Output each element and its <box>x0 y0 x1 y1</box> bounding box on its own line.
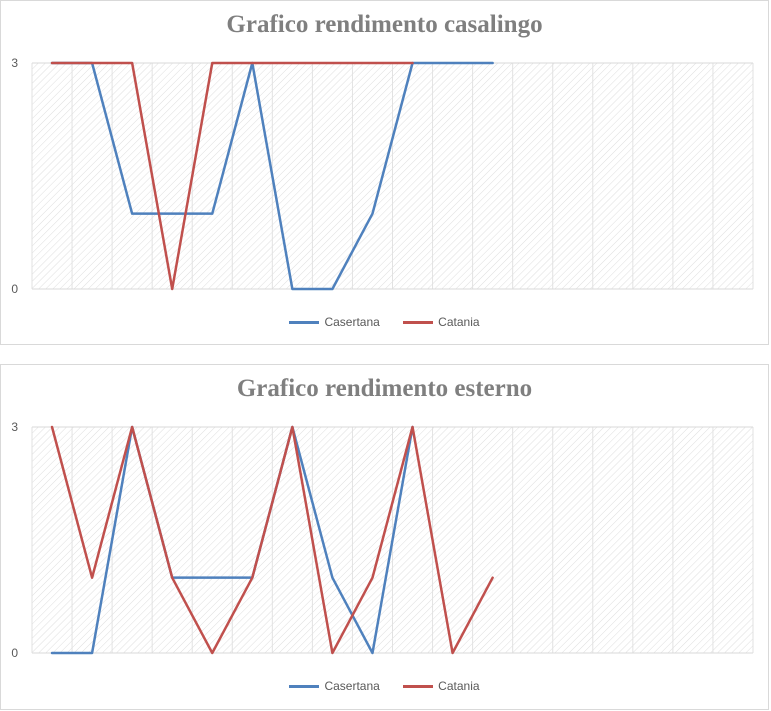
y-tick-label: 3 <box>11 56 18 70</box>
legend-item-series-1: Casertana <box>289 314 380 329</box>
legend-item-series-1: Casertana <box>289 678 380 693</box>
legend-item-series-2: Catania <box>403 678 480 693</box>
chart-title: Grafico rendimento esterno <box>236 375 533 402</box>
legend: Casertana Catania <box>1 678 768 693</box>
legend-swatch <box>289 321 320 325</box>
y-tick-label: 0 <box>11 646 18 660</box>
legend: Casertana Catania <box>1 314 768 329</box>
y-tick-label: 0 <box>11 282 18 296</box>
line-chart-away: 03 <box>11 420 754 660</box>
chart-title: Grafico rendimento casalingo <box>226 11 543 38</box>
legend-item-series-2: Catania <box>403 314 480 329</box>
line-chart-home: 03 <box>11 56 754 296</box>
legend-label: Catania <box>438 678 480 693</box>
legend-label: Casertana <box>324 314 380 329</box>
legend-swatch <box>289 685 320 689</box>
legend-swatch <box>403 321 434 325</box>
series-line-catania <box>50 425 494 655</box>
series-line-catania <box>50 61 414 291</box>
legend-label: Catania <box>438 314 480 329</box>
y-tick-label: 3 <box>11 420 18 434</box>
legend-swatch <box>403 685 434 689</box>
legend-label: Casertana <box>324 678 380 693</box>
series-line-casertana <box>50 61 494 291</box>
